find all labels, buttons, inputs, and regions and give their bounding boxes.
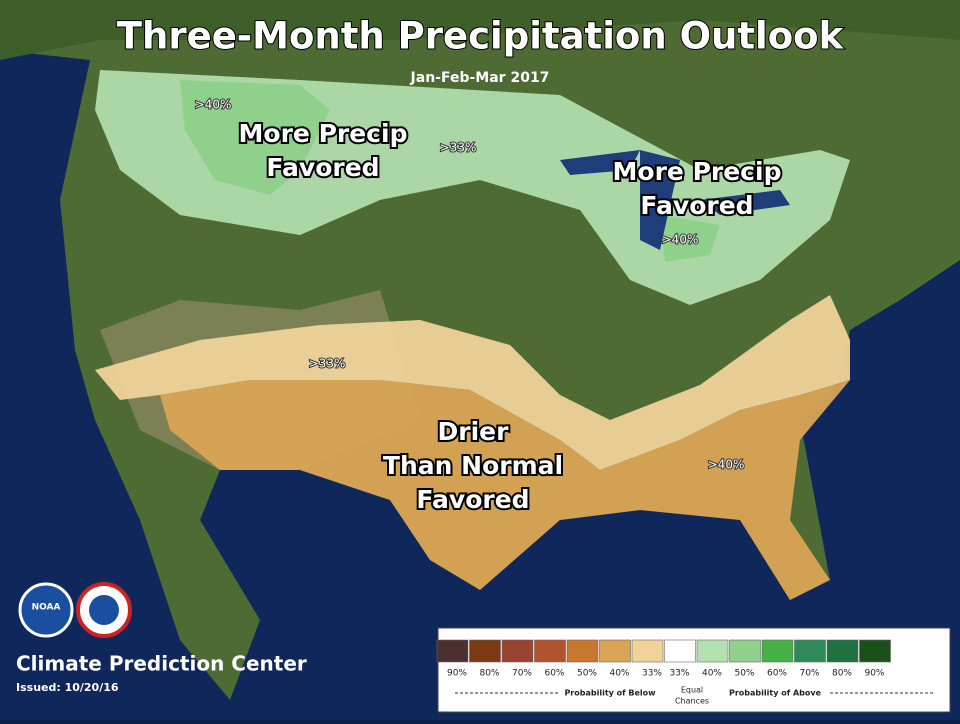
contour-label: >33% [440,141,477,155]
legend-swatch [599,639,631,663]
below-40-zone [160,380,850,600]
legend-swatch [826,639,859,663]
legend-label: 33% [642,669,662,679]
legend-swatch [469,639,501,663]
contour-label: >40% [662,233,699,247]
legend-label: 40% [702,669,722,679]
above-label: Probability of Above [729,689,822,698]
legend-swatch [501,639,534,663]
legend-label: 90% [864,669,884,679]
title: Three-Month Precipitation Outlook [117,15,845,58]
legend-swatch [859,639,891,663]
legend-swatch [696,639,729,663]
legend-label: 90% [447,669,467,679]
legend-swatch [534,639,566,663]
nws-logo-inner [89,595,119,625]
legend-label: 60% [544,669,564,679]
contour-label: >40% [708,458,745,472]
great-lakes [560,150,790,250]
region-label: Favored [416,485,529,514]
legend-label: 33% [669,669,689,679]
issued-date: Issued: 10/20/16 [16,681,119,694]
region-label: Favored [266,153,379,182]
region-label: Than Normal [383,451,563,480]
legend-label: 50% [734,669,754,679]
region-label: Favored [640,191,753,220]
region-label: Drier [438,417,510,446]
legend-label: 60% [767,669,787,679]
legend-swatch [794,639,826,663]
above-40-zone-east [660,215,720,262]
legend-swatch [566,639,599,663]
land-north [0,0,960,60]
region-label: More Precip [239,119,408,148]
below-label: Probability of Below [564,689,656,698]
noaa-logo [18,582,74,638]
above-40-zone [180,80,330,195]
legend-swatch [664,639,696,663]
legend-swatch [729,639,761,663]
contour-label: >33% [309,357,346,371]
subtitle: Jan-Feb-Mar 2017 [410,70,550,86]
below-33-zone [95,295,850,470]
legend-label: 70% [512,669,532,679]
equal-label: Equal [681,686,703,695]
legend-label: 80% [832,669,852,679]
equal-label: Chances [675,697,709,706]
legend-swatch [761,639,794,663]
legend-label: 40% [609,669,629,679]
region-label: More Precip [613,157,782,186]
org-name: Climate Prediction Center [16,652,307,676]
legend-label: 80% [479,669,499,679]
contour-label: >40% [195,98,232,112]
legend-label: 50% [577,669,597,679]
legend-label: 70% [799,669,819,679]
legend-swatch [631,639,664,663]
noaa-logo-text: NOAA [32,603,61,613]
legend-swatch [436,639,469,663]
